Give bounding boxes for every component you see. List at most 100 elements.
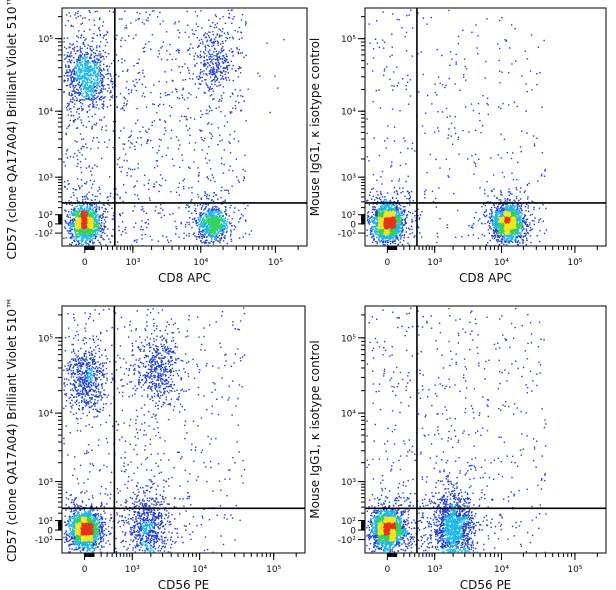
event-dot: [142, 50, 145, 53]
event-dot: [90, 69, 93, 71]
event-dot: [89, 56, 91, 58]
event-dot: [218, 98, 221, 101]
event-dot: [238, 209, 240, 212]
event-dot: [74, 219, 76, 221]
event-dot: [108, 204, 111, 206]
event-dot: [367, 199, 369, 202]
event-dot: [211, 221, 213, 224]
event-dot: [94, 113, 96, 115]
event-dot: [108, 139, 110, 141]
event-dot: [97, 59, 99, 61]
event-dot: [90, 230, 92, 232]
event-dot: [205, 36, 207, 39]
event-dot: [211, 239, 213, 241]
event-dot: [194, 142, 197, 144]
event-dot: [205, 82, 207, 84]
event-dot: [187, 204, 189, 206]
event-dot: [99, 34, 102, 37]
event-dot: [104, 88, 107, 90]
event-dot: [94, 62, 96, 64]
event-dot: [89, 211, 91, 213]
event-dot: [80, 87, 82, 90]
event-dot: [82, 17, 84, 20]
event-dot: [192, 33, 194, 35]
event-dot: [94, 227, 96, 229]
event-dot: [124, 27, 126, 29]
event-dot: [195, 238, 198, 240]
event-dot: [175, 233, 177, 235]
event-dot: [223, 224, 225, 226]
event-dot: [86, 70, 88, 73]
event-dot: [76, 111, 78, 113]
event-dot: [145, 212, 148, 214]
event-dot: [84, 210, 86, 212]
event-dot: [202, 234, 204, 236]
event-dot: [67, 75, 69, 77]
event-dot: [218, 81, 220, 84]
event-dot: [99, 91, 101, 94]
event-dot: [118, 225, 120, 228]
event-dot: [150, 91, 152, 94]
event-dot: [372, 187, 374, 190]
event-dot: [204, 62, 206, 65]
event-dot: [91, 208, 94, 211]
event-dot: [73, 194, 75, 196]
event-dot: [155, 181, 158, 183]
event-dot: [225, 60, 227, 62]
event-dot: [119, 18, 121, 20]
event-dot: [195, 219, 198, 222]
event-dot: [208, 122, 210, 124]
event-dot: [90, 85, 92, 87]
event-dot: [220, 65, 222, 68]
event-dot: [177, 50, 180, 52]
event-dot: [204, 203, 206, 205]
event-dot: [224, 226, 226, 229]
event-dot: [162, 209, 164, 211]
event-dot: [80, 179, 83, 181]
event-dot: [126, 103, 128, 105]
event-dot: [211, 236, 213, 238]
event-dot: [91, 233, 94, 235]
event-dot: [82, 41, 85, 43]
event-dot: [77, 76, 79, 78]
event-dot: [106, 73, 109, 75]
event-dot: [408, 204, 411, 206]
event-dot: [81, 84, 84, 87]
event-dot: [204, 242, 206, 245]
event-dot: [404, 209, 406, 211]
event-dot: [242, 215, 244, 217]
event-dot: [208, 242, 210, 244]
event-dot: [74, 14, 76, 16]
event-dot: [212, 79, 215, 81]
event-dot: [83, 73, 85, 76]
event-dot: [215, 64, 218, 66]
event-dot: [277, 87, 279, 89]
event-dot: [203, 229, 206, 231]
event-dot: [90, 93, 93, 95]
event-dot: [120, 170, 122, 173]
event-dot: [96, 228, 98, 230]
event-dot: [91, 223, 94, 226]
event-dot: [65, 47, 68, 50]
event-dot: [205, 64, 207, 66]
event-dot: [159, 103, 161, 106]
event-dot: [88, 225, 90, 227]
event-dot: [115, 73, 117, 76]
event-dot: [204, 191, 206, 193]
event-dot: [111, 207, 113, 210]
event-dot: [214, 220, 216, 222]
event-dot: [201, 206, 203, 209]
event-dot: [225, 214, 228, 216]
event-dot: [87, 65, 89, 68]
event-dot: [200, 226, 202, 228]
event-dot: [82, 138, 85, 140]
event-dot: [84, 60, 86, 63]
event-dot: [102, 103, 104, 105]
event-dot: [90, 74, 93, 77]
event-dot: [75, 17, 77, 19]
event-dot: [220, 225, 222, 228]
event-dot: [89, 79, 91, 81]
event-dot: [77, 75, 79, 77]
event-dot: [150, 48, 152, 50]
event-dot: [65, 66, 67, 68]
